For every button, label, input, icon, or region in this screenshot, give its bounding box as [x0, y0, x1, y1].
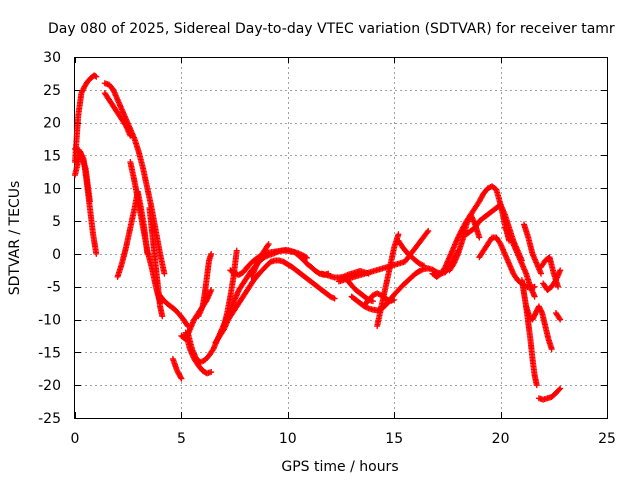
- series-arc-30: [518, 277, 540, 389]
- series-arc-35: [535, 385, 564, 403]
- data-point: [538, 270, 545, 277]
- y-tick-label: 25: [43, 83, 61, 99]
- series-arc-09: [154, 290, 191, 330]
- y-tick-label: -10: [38, 313, 61, 329]
- data-point: [556, 386, 563, 393]
- series-arc-29: [501, 224, 538, 300]
- x-tick-label: 5: [177, 431, 186, 447]
- y-tick-label: -20: [38, 378, 61, 394]
- data-point: [531, 293, 538, 300]
- data-point: [556, 315, 563, 322]
- series-arc-31: [523, 303, 555, 353]
- data-points-layer: [72, 72, 564, 403]
- series-isolated: [335, 227, 432, 285]
- tick-layer: 0 5 10 15 20 25 -25 -20 -15 -10 -5 0 5 10 15 20 25 30: [38, 50, 616, 447]
- y-tick-label: -25: [38, 411, 61, 427]
- data-point: [302, 254, 309, 261]
- data-point: [92, 73, 99, 80]
- series-arc-05: [101, 90, 134, 139]
- data-point: [335, 278, 342, 285]
- y-axis-title: SDTVAR / TECUs: [7, 181, 23, 296]
- data-point: [557, 267, 564, 274]
- data-point: [127, 132, 134, 139]
- y-tick-label: -5: [47, 280, 61, 296]
- x-tick-label: 20: [492, 431, 510, 447]
- y-tick-label: 5: [52, 214, 61, 230]
- series-arc-01: [72, 72, 100, 166]
- data-point: [159, 313, 166, 320]
- data-point: [161, 270, 168, 277]
- y-tick-label: 0: [52, 247, 61, 263]
- x-tick-label: 15: [385, 431, 403, 447]
- data-point: [208, 287, 215, 294]
- y-tick-label: 10: [43, 181, 61, 197]
- data-point: [557, 385, 564, 392]
- series-arc-03: [72, 149, 93, 205]
- series-arc-22: [361, 290, 398, 309]
- y-tick-label: 15: [43, 148, 61, 164]
- x-tick-label: 10: [279, 431, 297, 447]
- series-arc-13: [195, 250, 215, 320]
- series-arc-11: [169, 355, 185, 382]
- data-point: [86, 198, 93, 205]
- series-arc-18: [248, 241, 272, 280]
- data-point: [178, 375, 185, 382]
- data-point: [557, 316, 564, 323]
- data-point: [369, 298, 376, 305]
- data-point: [93, 73, 100, 80]
- data-point: [420, 262, 427, 269]
- series-arc-04: [101, 80, 168, 277]
- data-point: [303, 254, 310, 261]
- data-point: [208, 369, 215, 376]
- x-axis-title: GPS time / hours: [281, 459, 398, 475]
- grid-layer: [75, 57, 607, 418]
- x-tick-label: 0: [71, 431, 80, 447]
- data-point: [265, 241, 272, 248]
- series-arc-34: [540, 267, 564, 294]
- series-arc-36: [552, 309, 564, 323]
- series-arc-26: [446, 211, 483, 274]
- chart-title: Day 080 of 2025, Sidereal Day-to-day VTE…: [48, 21, 615, 37]
- data-point: [548, 346, 555, 353]
- data-point: [395, 231, 402, 238]
- series-arc-15: [212, 257, 338, 346]
- series-arc-32: [521, 221, 545, 277]
- data-point: [93, 250, 100, 257]
- y-tick-label: -15: [38, 345, 61, 361]
- x-tick-label: 25: [598, 431, 616, 447]
- plot-frame: [74, 57, 608, 419]
- data-point: [233, 247, 240, 254]
- y-tick-label: 30: [43, 50, 61, 66]
- data-point: [533, 382, 540, 389]
- series-arc-23: [374, 231, 402, 330]
- data-point: [331, 295, 338, 302]
- data-point: [264, 242, 271, 249]
- data-point: [177, 374, 184, 381]
- data-point: [391, 296, 398, 303]
- data-point: [476, 234, 483, 241]
- y-tick-label: 20: [43, 116, 61, 132]
- data-point: [555, 283, 562, 290]
- data-point: [208, 250, 215, 257]
